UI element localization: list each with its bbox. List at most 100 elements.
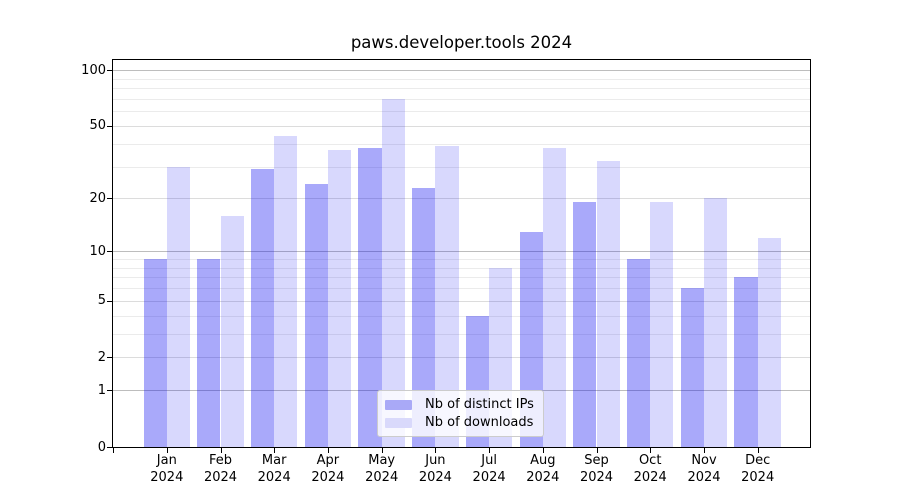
bar-downloads-jan: [166, 166, 191, 447]
x-axis-tick-sep: [596, 447, 598, 453]
x-tick-year: 2024: [311, 469, 345, 485]
x-tick-label-sep: Sep 2024: [565, 453, 629, 486]
gridline-y-7: [113, 277, 810, 279]
x-axis-tick-dec: [757, 447, 759, 453]
x-tick-label-apr: Apr 2024: [296, 453, 360, 486]
bar-downloads-jun: [435, 145, 459, 447]
gridline-y-40: [113, 143, 810, 145]
x-tick-month: Oct: [638, 453, 662, 468]
bar-ips-nov: [680, 288, 704, 447]
x-tick-label-mar: Mar 2024: [242, 453, 306, 486]
y-axis-tick-2: [107, 357, 113, 359]
y-axis-tick-0: [107, 447, 113, 448]
x-tick-year: 2024: [687, 469, 721, 485]
gridline-y-10: [113, 251, 810, 253]
bar-ips-oct: [626, 258, 651, 447]
x-tick-year: 2024: [633, 469, 667, 485]
gridline-y-2: [113, 357, 810, 359]
gridline-y-50: [113, 125, 810, 127]
gridline-y-70: [113, 98, 810, 100]
legend-label-downloads: Nb of downloads: [425, 414, 534, 430]
x-axis-tick-jul: [489, 447, 491, 453]
gridline-y-30: [113, 166, 810, 168]
bar-ips-may: [358, 147, 382, 447]
bar-ips-mar: [250, 169, 275, 447]
gridline-y-4: [113, 315, 810, 317]
chart-title: paws.developer.tools 2024: [350, 33, 573, 52]
legend-item-distinct-ips: Nb of distinct IPs: [384, 396, 537, 412]
bar-ips-sep: [573, 202, 597, 447]
x-axis-tick-feb: [220, 447, 222, 453]
x-tick-month: Dec: [745, 453, 771, 468]
x-tick-month: Feb: [208, 453, 233, 468]
y-tick-label-50: 50: [89, 118, 106, 134]
plot-area: Nb of distinct IPs Nb of downloads: [112, 59, 811, 448]
x-axis-tick-may: [381, 447, 383, 453]
bar-downloads-aug: [542, 147, 567, 447]
gridline-y-100: [113, 70, 810, 72]
bar-downloads-dec: [757, 237, 781, 447]
bar-downloads-nov: [704, 198, 728, 447]
x-axis-tick-jun: [435, 447, 437, 453]
gridline-y-20: [113, 198, 810, 200]
x-axis-tick-nov: [704, 447, 705, 453]
legend-item-downloads: Nb of downloads: [384, 414, 537, 430]
x-tick-month: Jul: [481, 453, 497, 468]
y-axis-tick-5: [107, 300, 113, 302]
x-tick-month: Sep: [584, 453, 609, 468]
x-tick-label-dec: Dec 2024: [726, 453, 790, 486]
bar-downloads-apr: [327, 149, 352, 447]
legend-label-distinct-ips: Nb of distinct IPs: [425, 396, 534, 412]
bar-downloads-may: [381, 98, 405, 447]
y-tick-label-0: 0: [97, 439, 106, 455]
legend-swatch-distinct-ips: [385, 399, 412, 410]
bar-downloads-oct: [650, 202, 674, 447]
x-tick-label-feb: Feb 2024: [189, 453, 253, 486]
x-tick-year: 2024: [741, 469, 775, 485]
x-axis-tick-jan: [166, 447, 168, 453]
x-tick-month: Nov: [691, 453, 717, 468]
x-tick-year: 2024: [257, 469, 291, 485]
x-tick-year: 2024: [365, 469, 399, 485]
x-tick-label-jan: Jan 2024: [135, 453, 199, 486]
x-tick-year: 2024: [526, 469, 560, 485]
x-tick-month: Apr: [316, 453, 340, 468]
y-tick-label-2: 2: [97, 349, 106, 365]
gridline-y-60: [113, 111, 810, 113]
x-tick-label-jun: Jun 2024: [403, 453, 467, 486]
y-axis-tick-20: [107, 198, 113, 200]
x-tick-month: Jan: [156, 453, 177, 468]
x-axis-tick-mar: [274, 447, 276, 453]
x-tick-month: Aug: [530, 453, 556, 468]
x-tick-label-aug: Aug 2024: [511, 453, 575, 486]
x-tick-label-oct: Oct 2024: [618, 453, 682, 486]
x-tick-label-jul: Jul 2024: [457, 453, 521, 486]
gridline-y-90: [113, 78, 810, 80]
legend: Nb of distinct IPs Nb of downloads: [377, 390, 544, 437]
y-tick-label-100: 100: [81, 62, 106, 78]
x-axis-tick-apr: [327, 447, 329, 453]
x-tick-year: 2024: [203, 469, 238, 485]
bar-ips-apr: [304, 184, 328, 447]
y-tick-label-5: 5: [97, 293, 106, 309]
gridline-y-9: [113, 258, 810, 260]
bar-ips-dec: [734, 277, 758, 447]
legend-swatch-downloads: [385, 417, 412, 428]
y-tick-label-10: 10: [89, 243, 106, 259]
bar-ips-feb: [197, 258, 221, 447]
gridline-y-5: [113, 300, 810, 302]
x-tick-month: May: [368, 453, 396, 468]
x-tick-month: Jun: [425, 453, 446, 468]
x-axis-edge-tick: [113, 447, 114, 453]
y-tick-label-20: 20: [89, 190, 106, 206]
x-axis-tick-oct: [650, 447, 652, 453]
y-axis-tick-10: [107, 251, 113, 253]
gridline-y-6: [113, 288, 810, 290]
gridline-y-3: [113, 333, 810, 335]
y-tick-label-1: 1: [97, 382, 106, 398]
bar-downloads-mar: [274, 136, 298, 447]
x-tick-label-may: May 2024: [350, 453, 414, 486]
x-tick-year: 2024: [418, 469, 452, 485]
x-tick-month: Mar: [261, 453, 287, 468]
